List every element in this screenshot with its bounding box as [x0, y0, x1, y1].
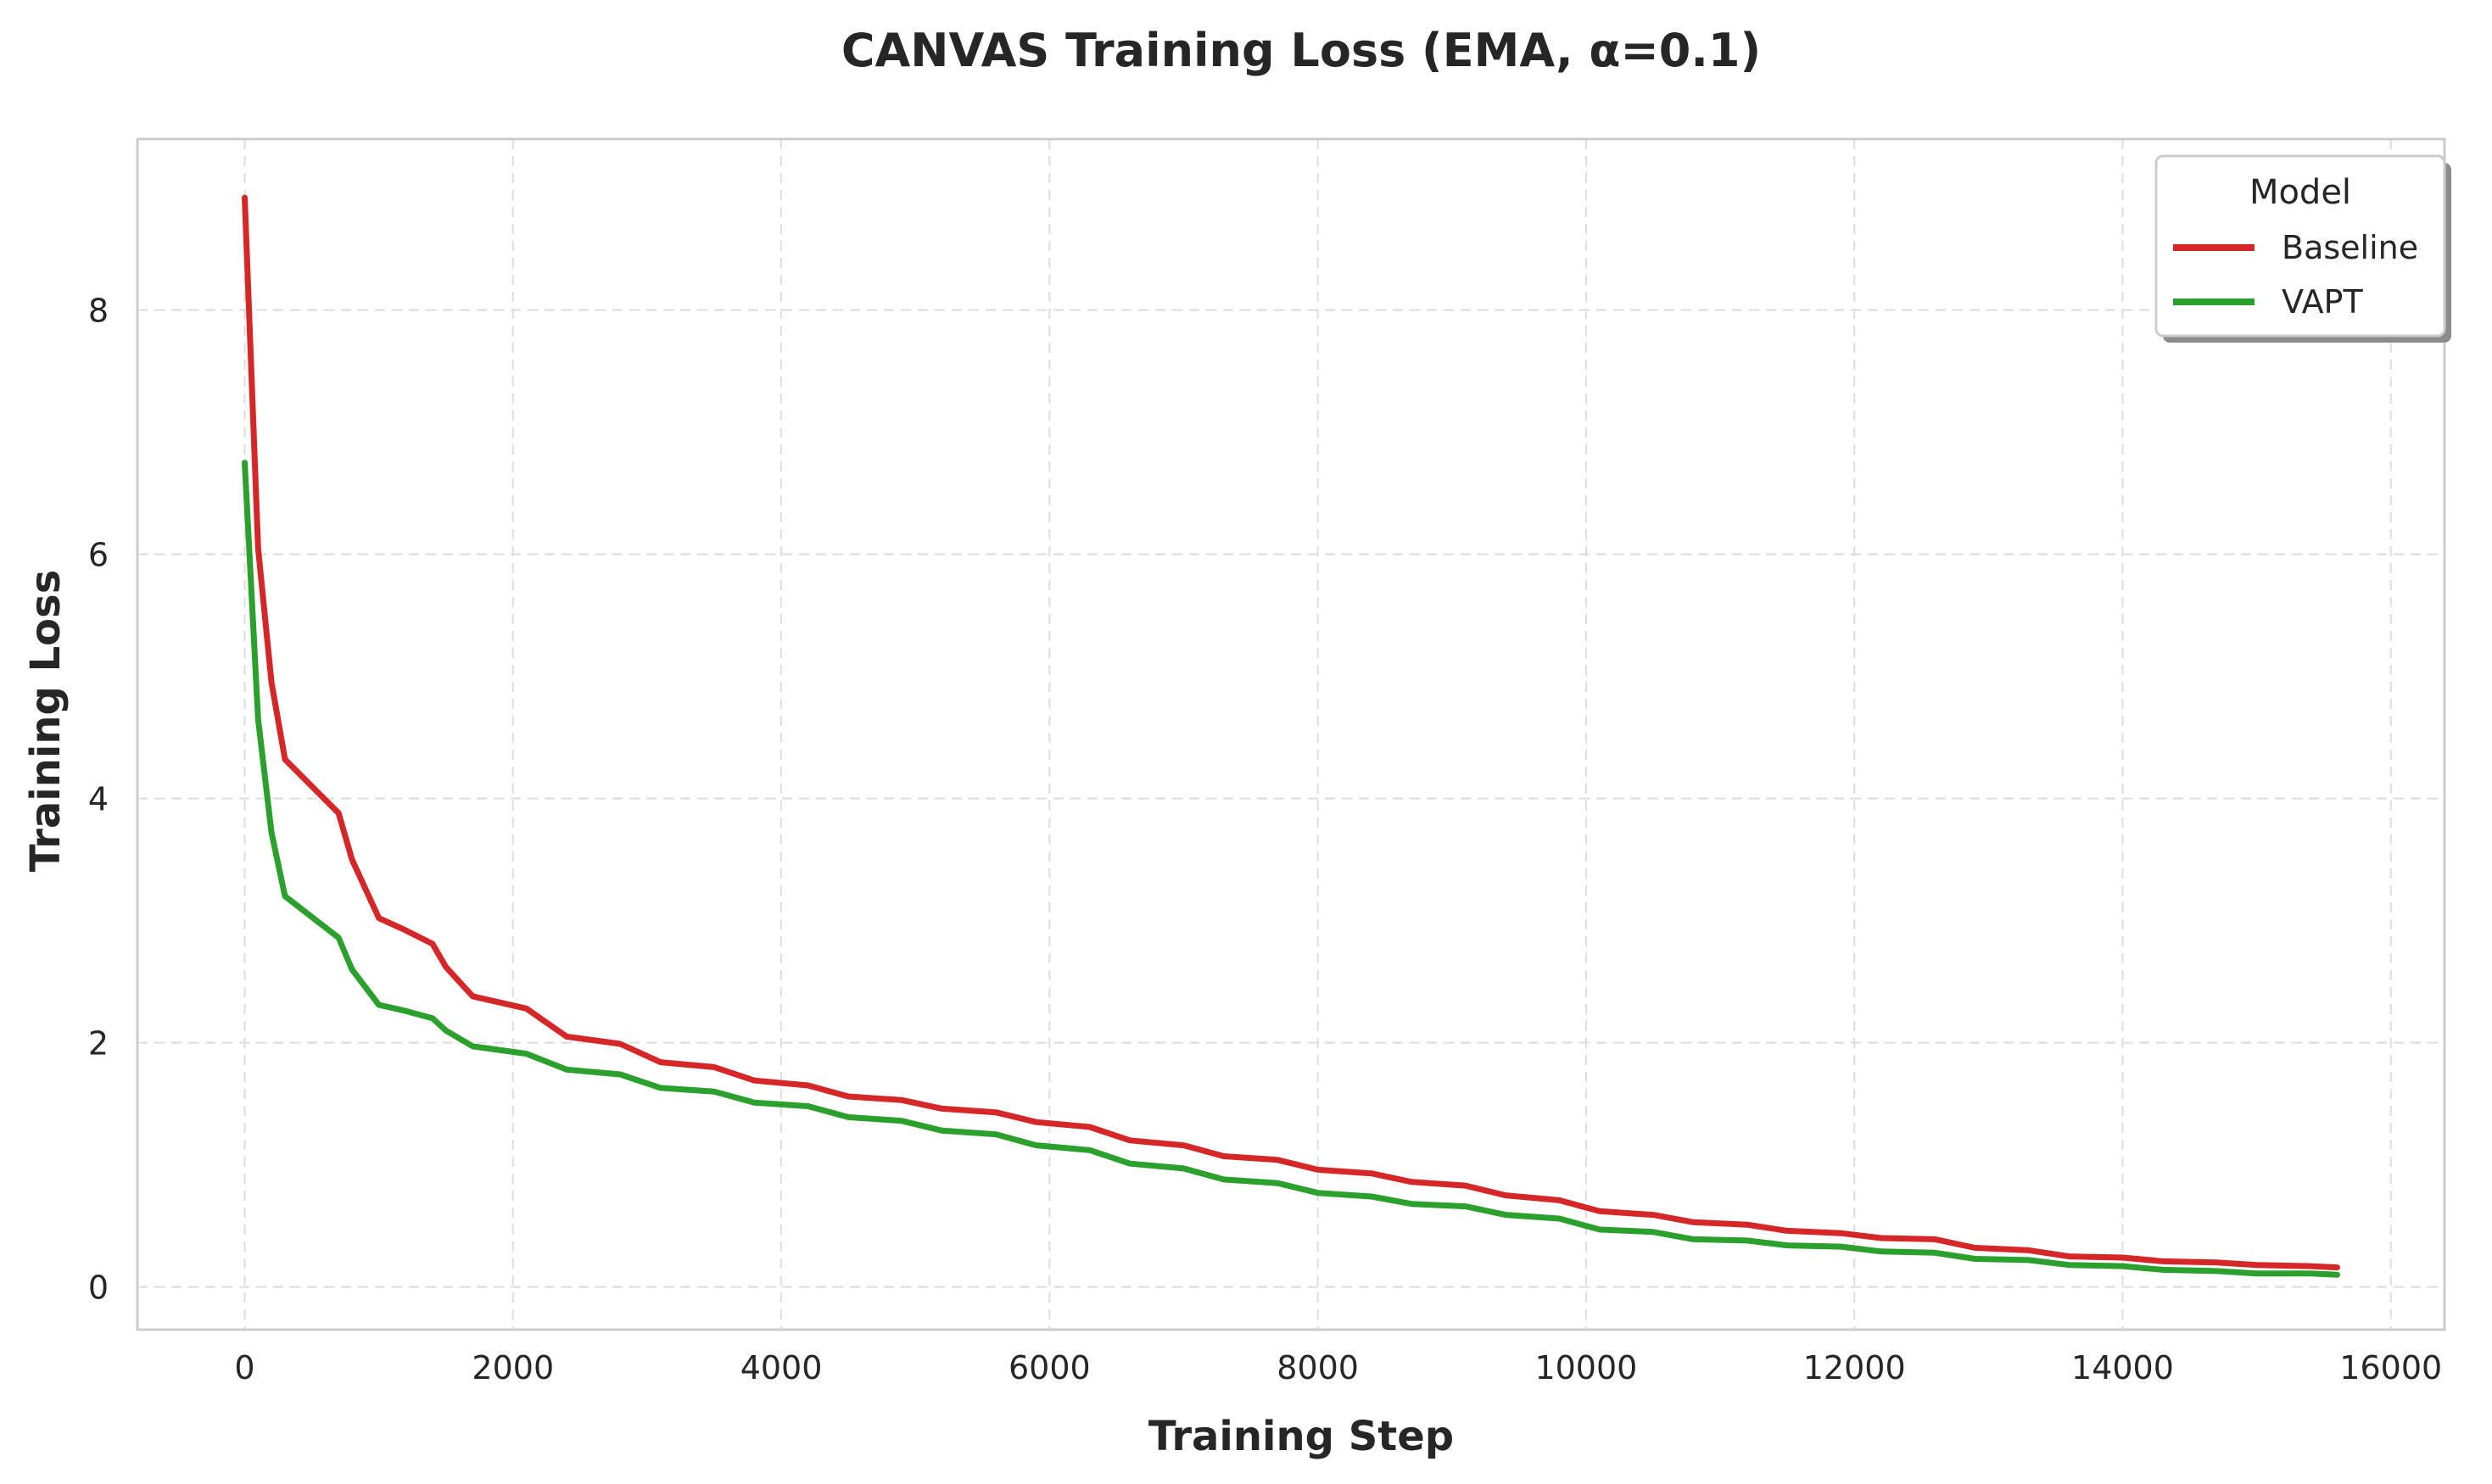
legend-box [2154, 154, 2446, 338]
y-tick-label: 0 [88, 1269, 109, 1307]
x-tick-label: 12000 [1803, 1349, 1906, 1386]
x-tick-label: 16000 [2339, 1349, 2442, 1386]
series-line-vapt [242, 460, 2340, 1278]
legend-label-baseline: Baseline [2282, 229, 2418, 266]
x-axis-label: Training Step [1148, 1413, 1454, 1460]
x-axis-ticks: 0 2000 4000 6000 8000 10000 12000 14000 16000 [234, 1349, 2442, 1386]
plot-area-frame [136, 137, 2446, 1331]
y-axis-label: Training Loss [22, 570, 70, 873]
x-tick-label: 4000 [740, 1349, 823, 1386]
x-tick-label: 14000 [2071, 1349, 2174, 1386]
y-tick-label: 4 [88, 781, 109, 818]
x-tick-label: 6000 [1009, 1349, 1091, 1386]
series-line-baseline [242, 194, 2340, 1271]
x-tick-label: 8000 [1277, 1349, 1359, 1386]
grid-layer [137, 139, 2445, 1330]
legend: Model Baseline VAPT [2154, 154, 2451, 343]
x-tick-label: 0 [234, 1349, 254, 1386]
x-tick-label: 2000 [472, 1349, 554, 1386]
y-tick-label: 8 [88, 293, 109, 330]
y-tick-label: 6 [88, 537, 109, 574]
y-tick-label: 2 [88, 1025, 109, 1063]
chart-title: CANVAS Training Loss (EMA, α=0.1) [841, 24, 1761, 77]
x-tick-label: 10000 [1534, 1349, 1637, 1386]
legend-label-vapt: VAPT [2282, 283, 2363, 321]
y-axis-ticks: 0 2 4 6 8 [88, 293, 109, 1307]
series-layer [242, 194, 2340, 1278]
legend-title: Model [2249, 173, 2351, 212]
